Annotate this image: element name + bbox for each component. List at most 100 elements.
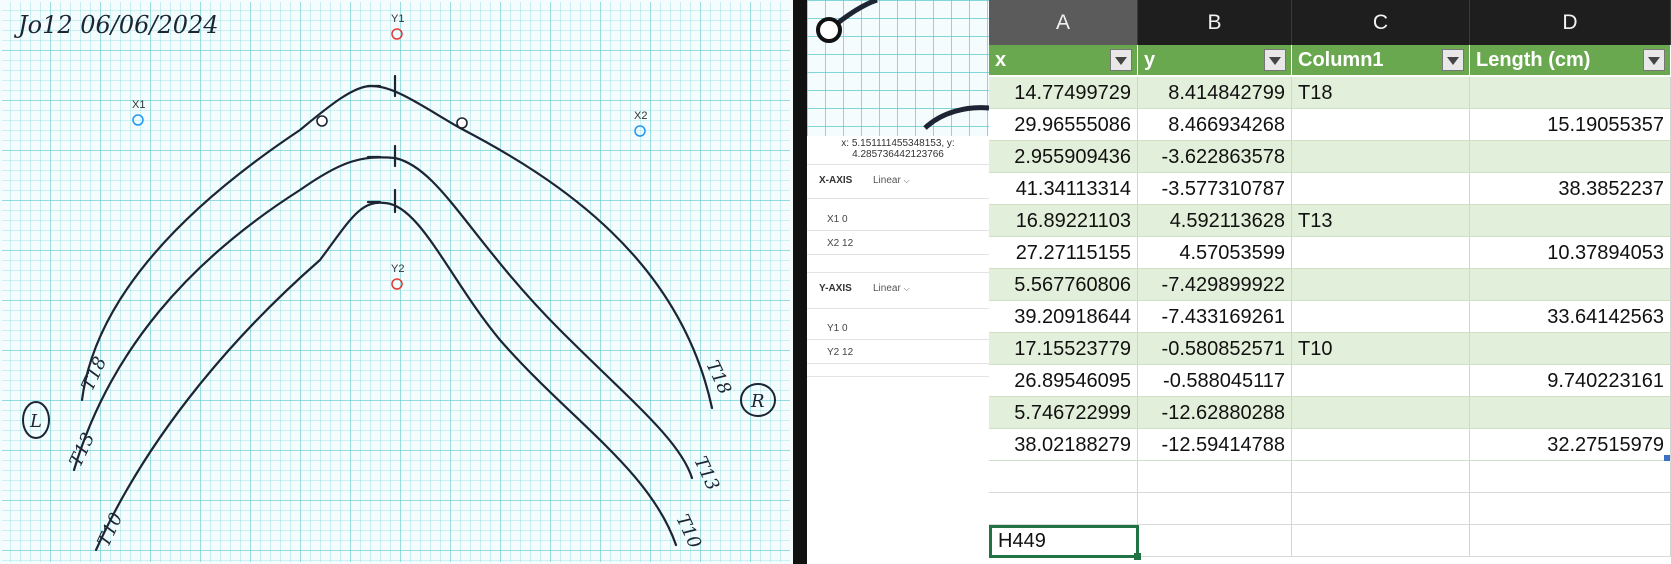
table-cell[interactable] xyxy=(1470,141,1671,173)
filter-dropdown-icon[interactable] xyxy=(1110,49,1132,71)
y-axis-scale-select[interactable]: Linear ⌵ xyxy=(873,283,910,294)
empty-cell[interactable] xyxy=(1138,461,1292,493)
table-cell[interactable]: T18 xyxy=(1292,77,1470,109)
table-cell[interactable] xyxy=(1292,141,1470,173)
table-cell[interactable] xyxy=(1470,333,1671,365)
table-cell[interactable]: 8.414842799 xyxy=(1138,77,1292,109)
table-cell[interactable]: 29.96555086 xyxy=(989,109,1138,141)
table-header-column1: Column1 xyxy=(1292,45,1470,75)
side-marker-left: L xyxy=(22,401,50,439)
table-cell[interactable] xyxy=(1292,365,1470,397)
table-cell[interactable]: -12.59414788 xyxy=(1138,429,1292,461)
table-cell[interactable]: 27.27115155 xyxy=(989,237,1138,269)
graph-paper[interactable]: Jo12 06/06/2024 X1 X2 Y1 xyxy=(0,0,795,564)
y2-value-field[interactable]: Y2 12 xyxy=(827,347,854,358)
column-header-b[interactable]: B xyxy=(1138,0,1292,45)
empty-cell[interactable] xyxy=(1292,525,1470,557)
table-cell[interactable]: 38.3852237 xyxy=(1470,173,1671,205)
filter-dropdown-icon[interactable] xyxy=(1442,49,1464,71)
magnifier-preview xyxy=(807,0,989,136)
curve-t10 xyxy=(94,201,678,552)
x1-value-field[interactable]: X1 0 xyxy=(827,214,848,225)
empty-cell[interactable] xyxy=(1292,493,1470,525)
empty-cell[interactable] xyxy=(1470,461,1671,493)
table-cell[interactable]: -3.577310787 xyxy=(1138,173,1292,205)
column-header-a[interactable]: A xyxy=(989,0,1138,45)
table-cell[interactable] xyxy=(1470,269,1671,301)
table-cell[interactable]: 32.27515979 xyxy=(1470,429,1671,461)
table-cell[interactable]: -7.433169261 xyxy=(1138,301,1292,333)
empty-cell[interactable] xyxy=(1292,461,1470,493)
table-cell[interactable]: -12.62880288 xyxy=(1138,397,1292,429)
table-cell[interactable]: 14.77499729 xyxy=(989,77,1138,109)
spreadsheet-grid[interactable]: A B C D x y Column1 Length (cm) 14.77499… xyxy=(989,0,1671,564)
table-header-x: x xyxy=(989,45,1138,75)
y-axis-heading: Y-AXIS xyxy=(819,283,852,294)
table-cell[interactable] xyxy=(1292,237,1470,269)
table-cell[interactable]: 15.19055357 xyxy=(1470,109,1671,141)
empty-cell[interactable] xyxy=(1138,493,1292,525)
table-cell[interactable] xyxy=(1292,301,1470,333)
table-cell[interactable]: 17.15523779 xyxy=(989,333,1138,365)
table-header-y: y xyxy=(1138,45,1292,75)
table-cell[interactable] xyxy=(1292,397,1470,429)
table-cell[interactable]: 4.592113628 xyxy=(1138,205,1292,237)
filter-dropdown-icon[interactable] xyxy=(1264,49,1286,71)
fill-handle[interactable] xyxy=(1134,553,1141,560)
table-cell[interactable]: 4.57053599 xyxy=(1138,237,1292,269)
table-cell[interactable] xyxy=(1470,77,1671,109)
table-cell[interactable]: 38.02188279 xyxy=(989,429,1138,461)
chevron-down-icon: ⌵ xyxy=(903,176,910,185)
table-cell[interactable]: -0.580852571 xyxy=(1138,333,1292,365)
calibration-point-y1[interactable]: Y1 xyxy=(391,13,404,40)
y1-value-field[interactable]: Y1 0 xyxy=(827,323,848,334)
scanned-graph-canvas[interactable]: Jo12 06/06/2024 X1 X2 Y1 xyxy=(0,0,795,564)
magnifier-crosshair-icon xyxy=(816,17,842,43)
selected-cell[interactable]: H449 xyxy=(989,525,1141,560)
svg-text:Y2: Y2 xyxy=(391,263,404,275)
empty-cell[interactable] xyxy=(1138,525,1292,557)
table-cell[interactable]: 26.89546095 xyxy=(989,365,1138,397)
empty-cell[interactable] xyxy=(989,461,1138,493)
table-cell[interactable]: 16.89221103 xyxy=(989,205,1138,237)
table-cell[interactable]: 2.955909436 xyxy=(989,141,1138,173)
table-cell[interactable]: 5.746722999 xyxy=(989,397,1138,429)
table-cell[interactable]: 39.20918644 xyxy=(989,301,1138,333)
table-cell[interactable]: -0.588045117 xyxy=(1138,365,1292,397)
table-cell[interactable] xyxy=(1292,269,1470,301)
table-cell[interactable] xyxy=(1292,173,1470,205)
table-cell[interactable]: 9.740223161 xyxy=(1470,365,1671,397)
pane-divider[interactable] xyxy=(795,0,807,564)
x2-value-field[interactable]: X2 12 xyxy=(827,238,854,249)
empty-cell[interactable] xyxy=(1470,493,1671,525)
table-cell[interactable]: T13 xyxy=(1292,205,1470,237)
table-cell[interactable]: -3.622863578 xyxy=(1138,141,1292,173)
svg-text:X1: X1 xyxy=(132,99,145,111)
table-cell[interactable] xyxy=(1470,397,1671,429)
filter-dropdown-icon[interactable] xyxy=(1643,49,1665,71)
column-header-c[interactable]: C xyxy=(1292,0,1470,45)
empty-cell[interactable] xyxy=(1470,525,1671,557)
table-cell[interactable] xyxy=(1470,205,1671,237)
table-header-length: Length (cm) xyxy=(1470,45,1671,75)
empty-cell[interactable] xyxy=(989,493,1138,525)
calibration-point-x1[interactable]: X1 xyxy=(132,99,145,126)
column-header-d[interactable]: D xyxy=(1470,0,1671,45)
x-axis-scale-select[interactable]: Linear ⌵ xyxy=(873,175,910,186)
svg-text:R: R xyxy=(750,391,765,412)
table-cell[interactable]: 5.567760806 xyxy=(989,269,1138,301)
table-cell[interactable] xyxy=(1292,429,1470,461)
table-cell[interactable]: 41.34113314 xyxy=(989,173,1138,205)
chevron-down-icon: ⌵ xyxy=(903,284,910,293)
table-cell[interactable]: 10.37894053 xyxy=(1470,237,1671,269)
table-cell[interactable]: -7.429899922 xyxy=(1138,269,1292,301)
calibration-point-y2[interactable]: Y2 xyxy=(391,263,404,290)
table-cell[interactable]: T10 xyxy=(1292,333,1470,365)
table-cell[interactable]: 33.64142563 xyxy=(1470,301,1671,333)
table-cell[interactable] xyxy=(1292,109,1470,141)
table-resize-handle[interactable] xyxy=(1664,455,1670,461)
table-cell[interactable]: 8.466934268 xyxy=(1138,109,1292,141)
digitized-point[interactable] xyxy=(316,115,328,127)
digitized-point[interactable] xyxy=(456,117,468,129)
calibration-point-x2[interactable]: X2 xyxy=(634,110,647,137)
